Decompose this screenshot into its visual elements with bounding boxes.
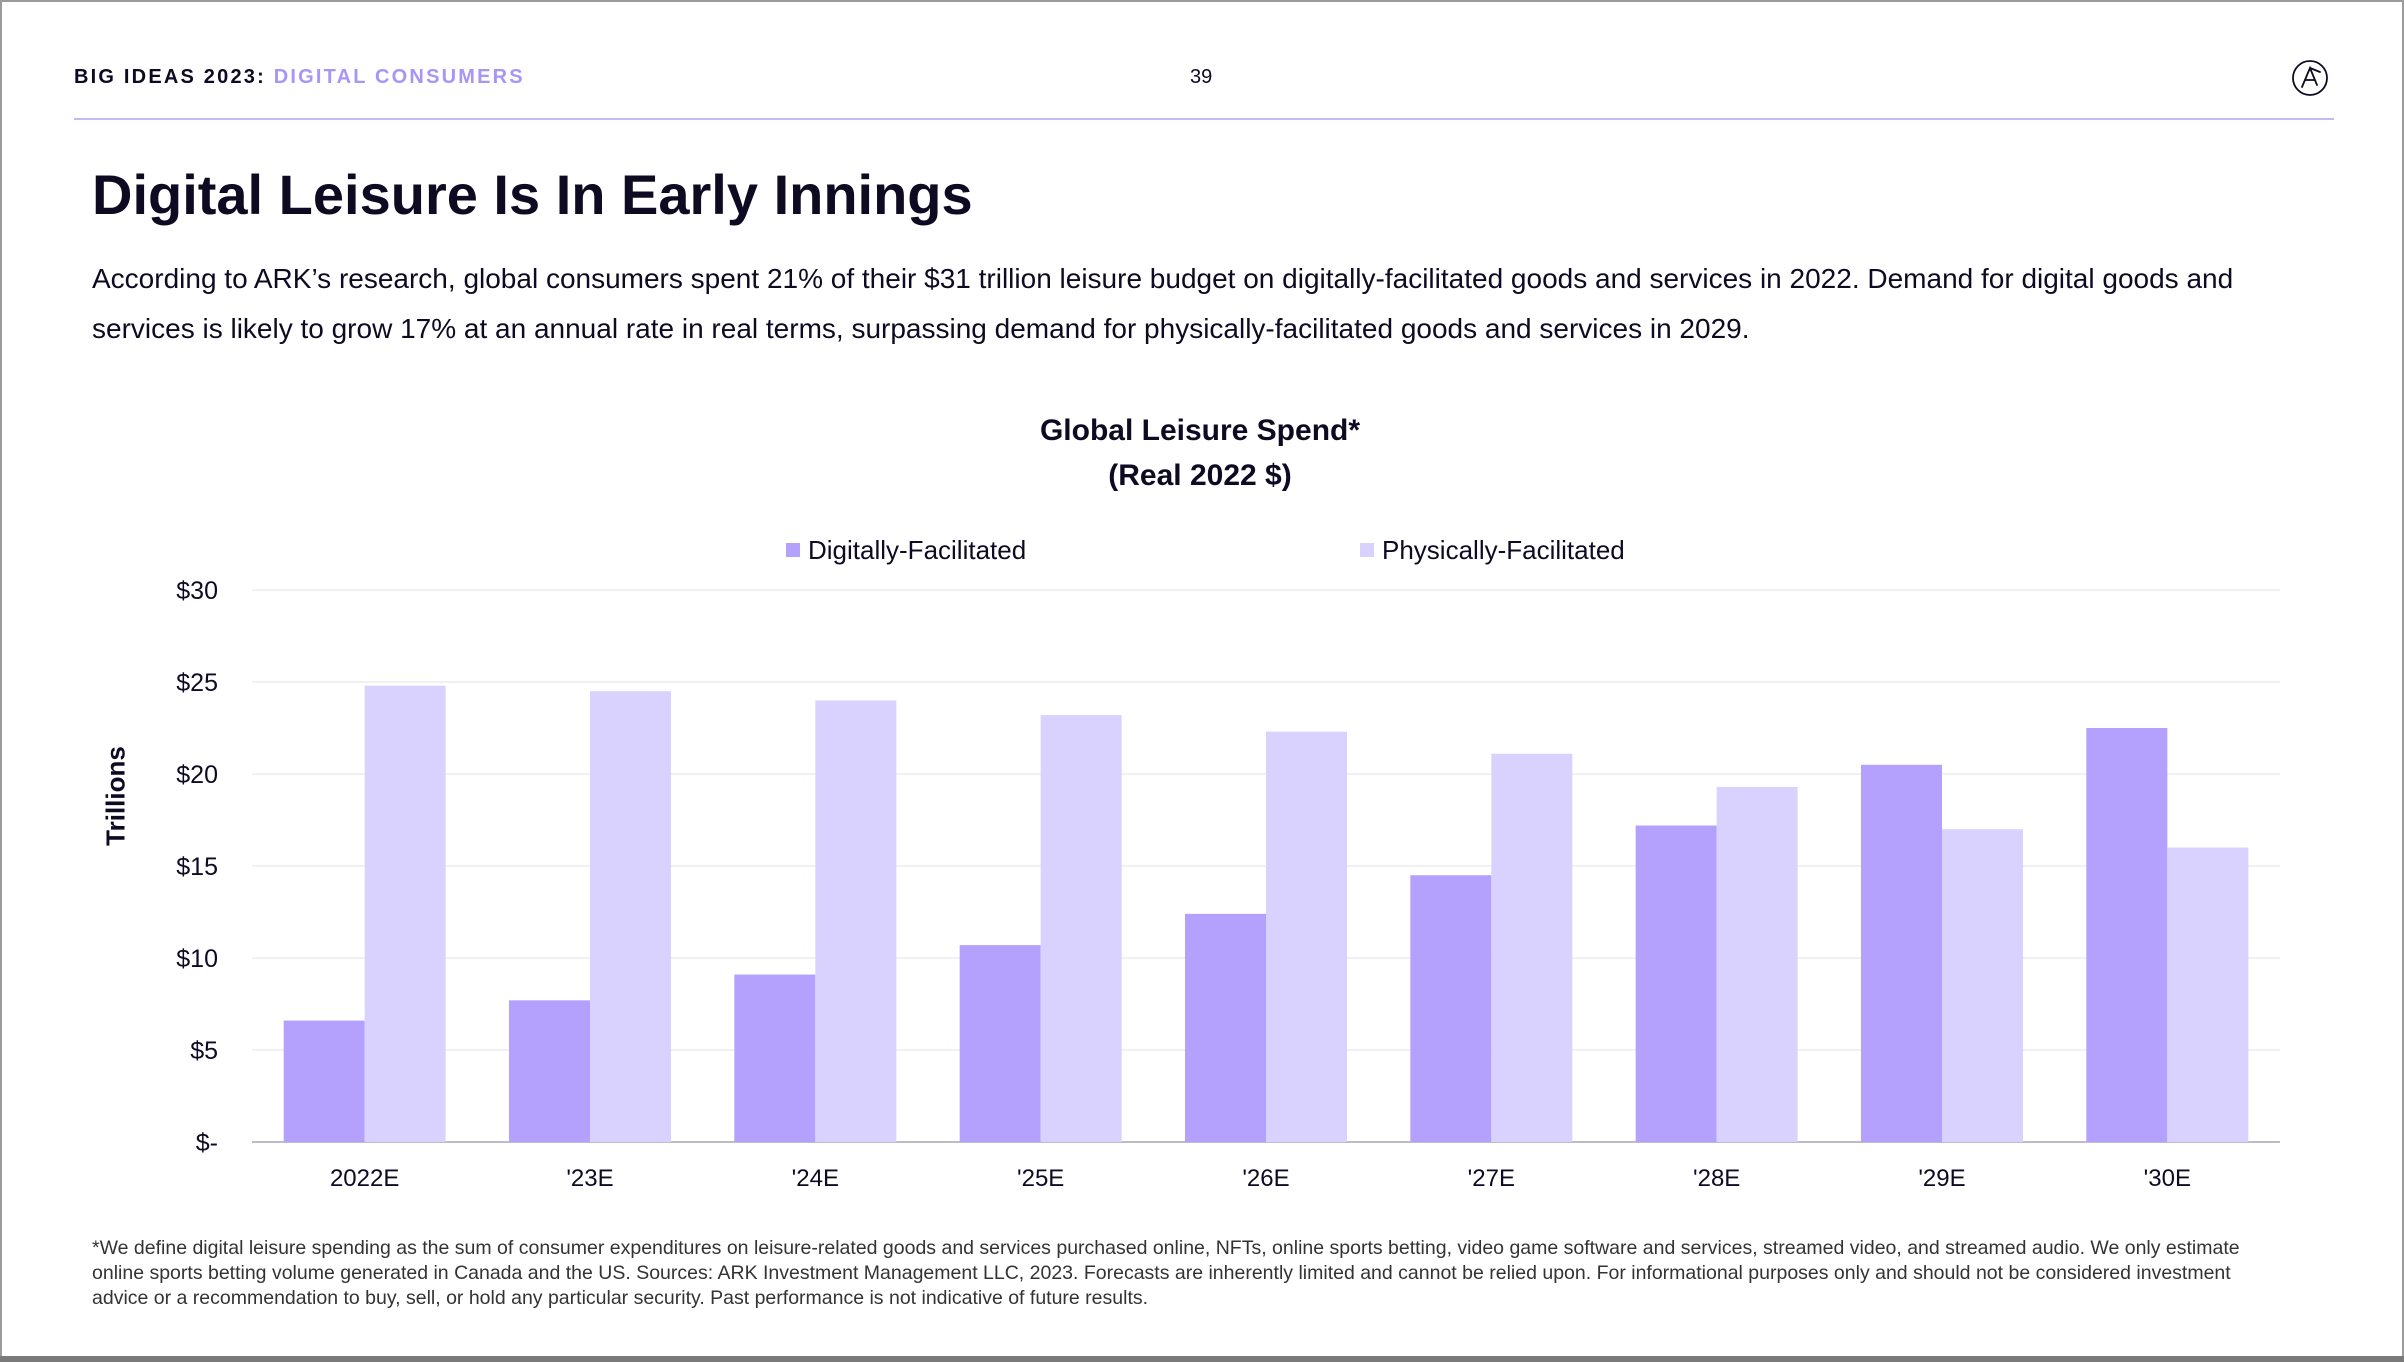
bar-digital [734, 974, 816, 1142]
bar-digital [1635, 825, 1717, 1142]
slide-header: BIG IDEAS 2023: DIGITAL CONSUMERS [74, 66, 525, 89]
x-tick-label: '25E [1017, 1165, 1064, 1192]
bar-digital [959, 945, 1041, 1142]
page-title: Digital Leisure Is In Early Innings [92, 163, 973, 226]
bar-physical [815, 700, 897, 1142]
bar-physical [1942, 829, 2023, 1142]
bar-physical [1491, 753, 1573, 1142]
y-tick-label: $5 [190, 1037, 218, 1065]
x-tick-label: '24E [792, 1165, 839, 1192]
x-tick-label: '23E [566, 1165, 613, 1192]
legend-item-digital: Digitally-Facilitated [786, 534, 1026, 566]
x-tick-label: '28E [1693, 1165, 1740, 1192]
bar-physical [2167, 847, 2249, 1142]
footnote: *We define digital leisure spending as t… [92, 1237, 2240, 1309]
bar-physical [1040, 715, 1122, 1142]
page-number: 39 [1190, 66, 1213, 88]
x-tick-label: 2022E [330, 1165, 399, 1192]
bar-digital [1410, 875, 1492, 1142]
y-tick-label: $- [196, 1129, 218, 1157]
bar-digital [509, 1000, 590, 1142]
lead-paragraph: According to ARK’s research, global cons… [92, 263, 2234, 344]
x-tick-label: '27E [1468, 1165, 1515, 1192]
chart-subtitle: (Real 2022 $) [1108, 459, 1292, 492]
bottom-band [0, 1356, 2404, 1362]
legend-label-digital: Digitally-Facilitated [808, 534, 1027, 565]
bar-digital [1185, 913, 1266, 1142]
chart-title: Global Leisure Spend* [1039, 414, 1361, 447]
x-tick-label: '26E [1242, 1165, 1289, 1192]
deck-topic-label: DIGITAL CONSUMERS [273, 66, 525, 88]
legend-swatch-digital [786, 543, 800, 557]
legend-swatch-physical [1360, 543, 1374, 557]
x-tick-label: '30E [2144, 1165, 2191, 1192]
bar-digital [283, 1020, 365, 1142]
chart-title-block: Global Leisure Spend* (Real 2022 $) [800, 408, 1600, 498]
bar-physical [364, 685, 446, 1142]
ark-logo-icon [2292, 60, 2328, 96]
header-divider [74, 118, 2334, 120]
x-tick-label: '29E [1918, 1165, 1965, 1192]
bar-physical [590, 691, 671, 1142]
deck-series-label: BIG IDEAS 2023: [74, 66, 266, 88]
y-tick-label: $10 [176, 945, 218, 973]
bar-digital [2086, 728, 2168, 1142]
bar-physical [1266, 731, 1347, 1142]
y-tick-label: $30 [176, 577, 218, 605]
bar-digital [1861, 764, 1942, 1142]
y-tick-label: $25 [176, 669, 218, 697]
bar-physical [1716, 786, 1798, 1142]
legend-label-physical: Physically-Facilitated [1382, 534, 1625, 565]
y-tick-label: $20 [176, 761, 218, 789]
legend-item-physical: Physically-Facilitated [1360, 534, 1625, 566]
y-tick-label: $15 [176, 853, 218, 881]
